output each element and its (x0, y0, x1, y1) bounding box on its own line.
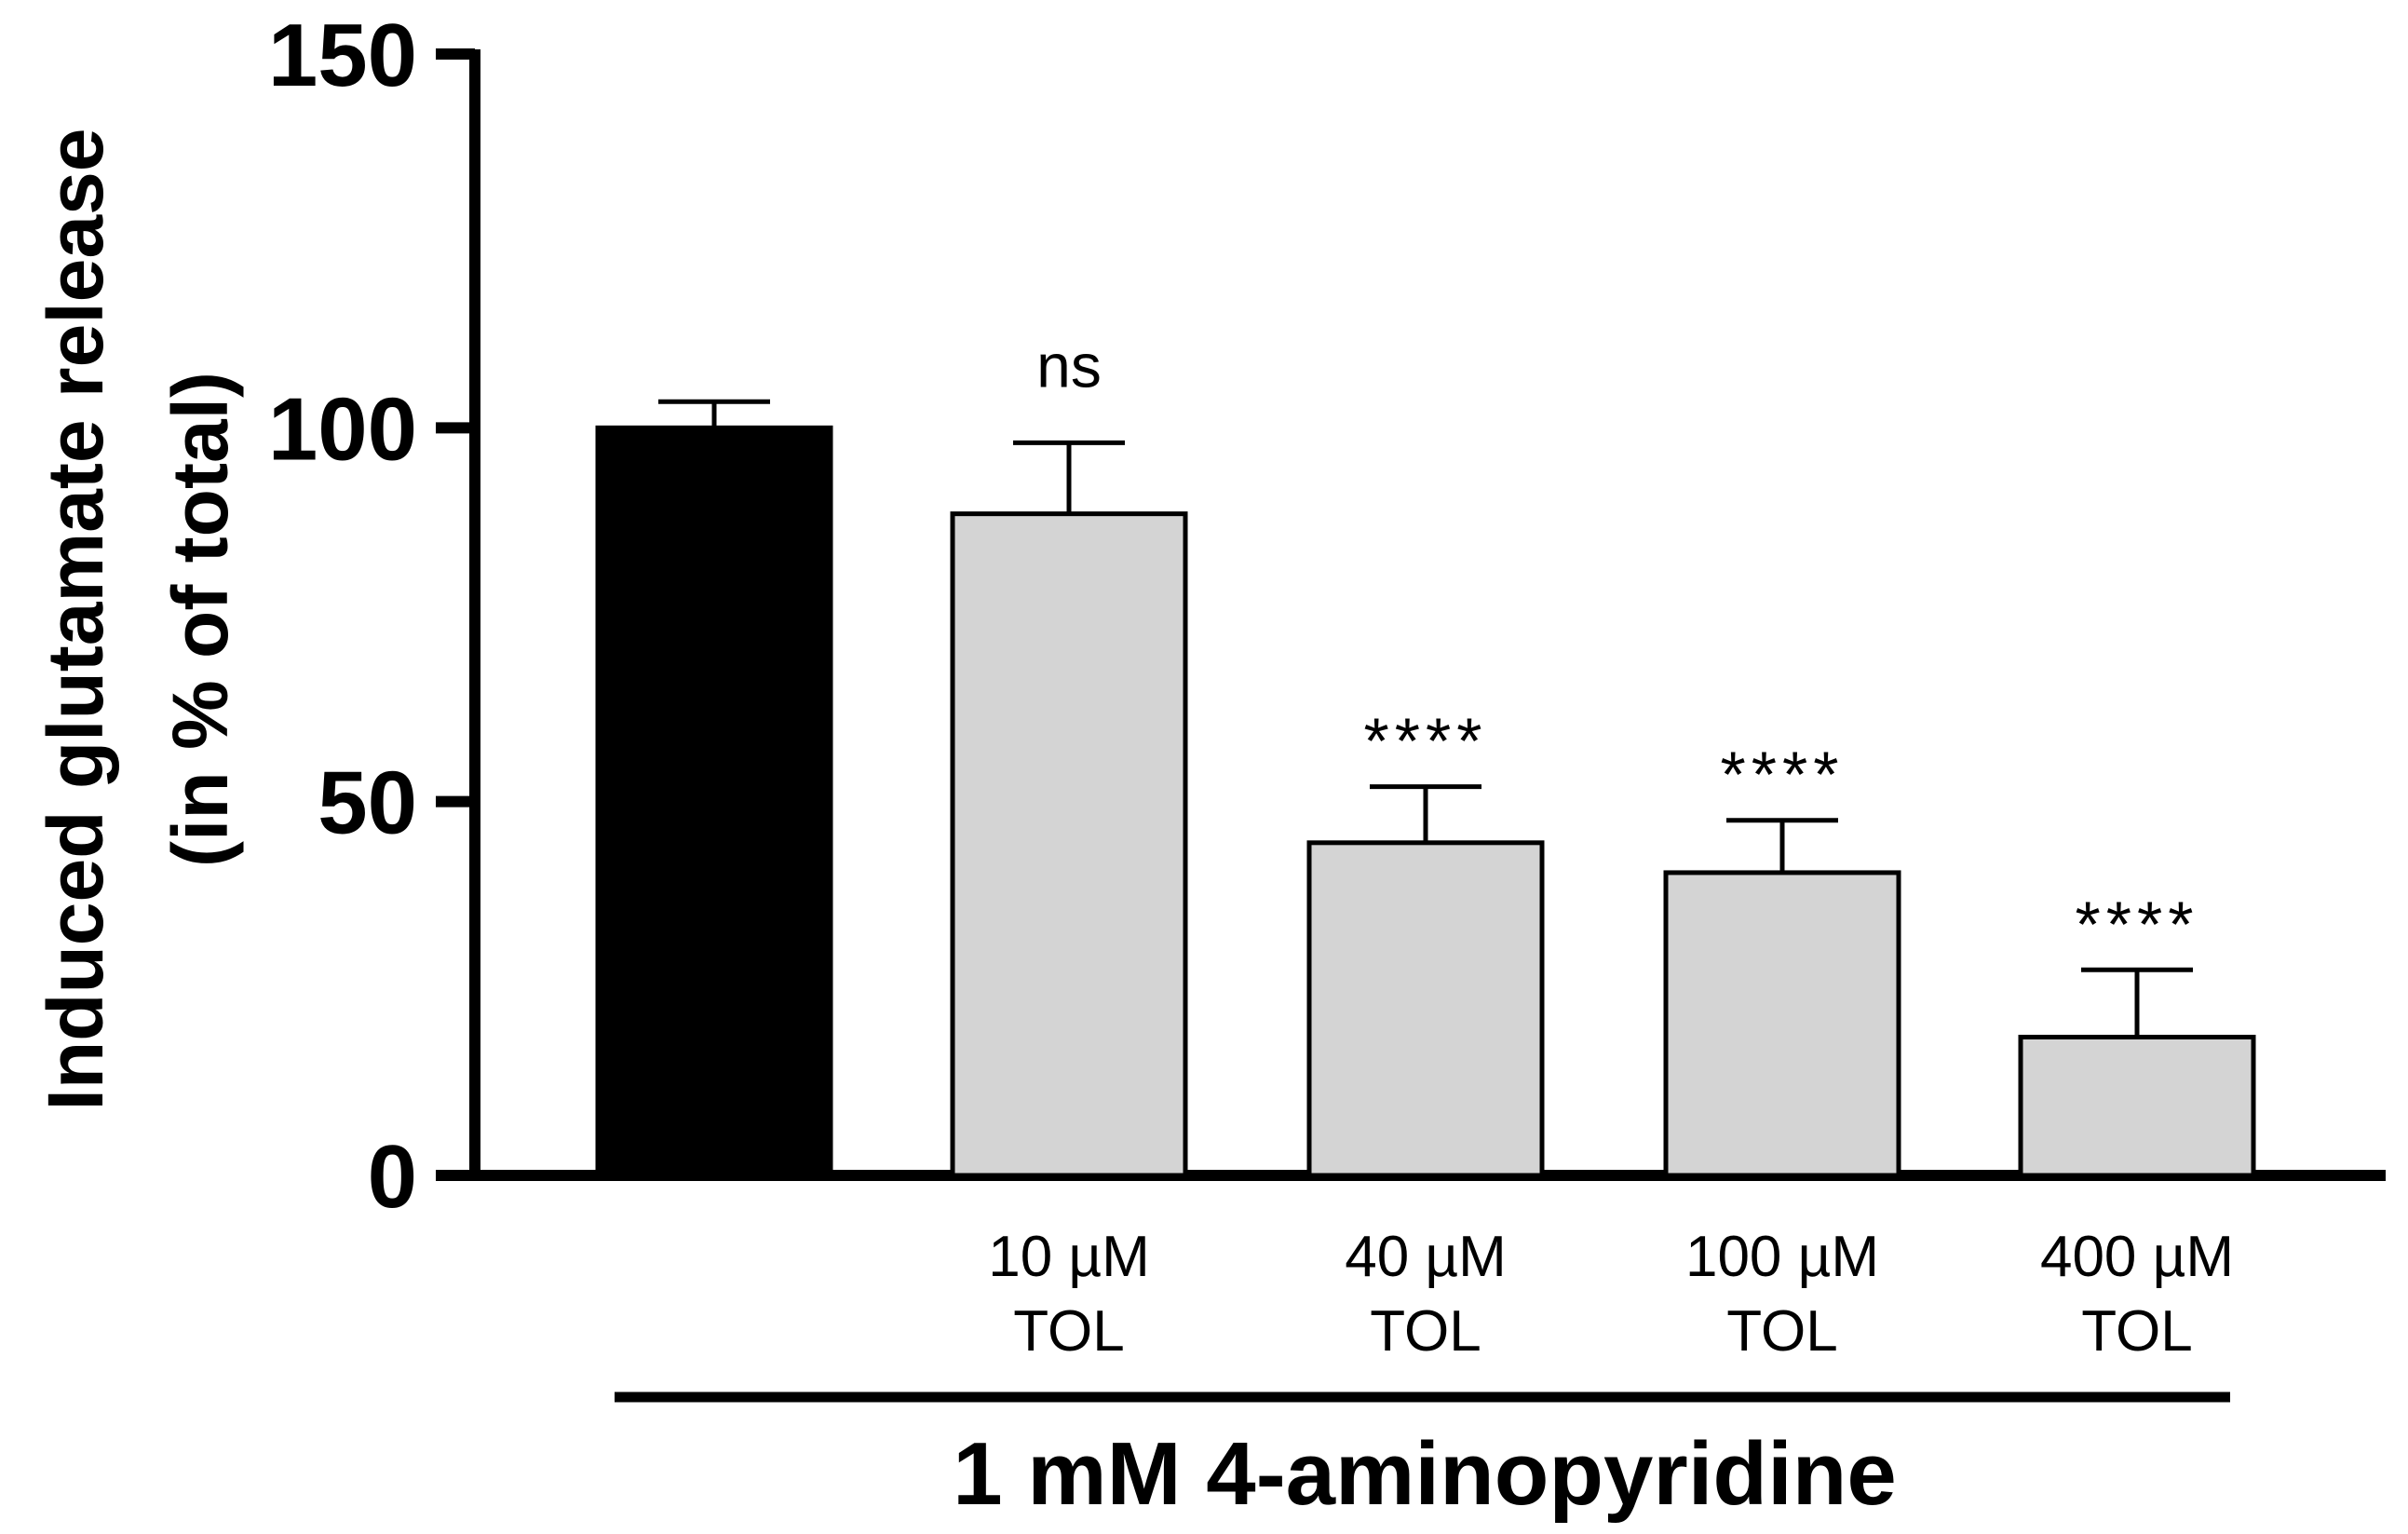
significance-annotation: **** (1364, 705, 1488, 778)
x-category-label-line1: 400 µM (2040, 1225, 2234, 1289)
bar (1663, 870, 1901, 1178)
bar (2018, 1035, 2256, 1178)
significance-annotations: ns **** **** **** (1036, 331, 2199, 960)
x-category-label-line1: 10 µM (988, 1225, 1150, 1289)
x-category-label-line2: TOL (1370, 1299, 1481, 1364)
x-category-label-line2: TOL (1013, 1299, 1124, 1364)
x-category-label-line1: 100 µM (1685, 1225, 1879, 1289)
x-category-label-line2: TOL (1726, 1299, 1837, 1364)
y-axis-title: Induced glutamate release (in % of total… (32, 128, 244, 1110)
y-axis-title-line1: Induced glutamate release (32, 128, 119, 1110)
error-bars (658, 399, 2193, 1038)
y-ticks: 0 50 100 150 (268, 6, 475, 1227)
bar (595, 425, 833, 1178)
significance-annotation: **** (2076, 888, 2199, 960)
x-category-label-line2: TOL (2081, 1299, 2192, 1364)
x-category-labels: 10 µM TOL 40 µM TOL 100 µM TOL 400 µM TOL (988, 1225, 2234, 1364)
bar (950, 511, 1188, 1178)
significance-annotation: ns (1036, 331, 1102, 400)
significance-annotation: **** (1721, 739, 1845, 811)
y-tick-label: 0 (368, 1127, 417, 1227)
bar (1306, 840, 1545, 1178)
y-tick-label: 50 (318, 753, 417, 853)
x-category-label-line1: 40 µM (1345, 1225, 1507, 1289)
y-axis-title-line2: (in % of total) (156, 372, 244, 867)
y-tick-label: 150 (268, 6, 417, 105)
group-label: 1 mM 4-aminopyridine (953, 1424, 1897, 1524)
y-tick-label: 100 (268, 379, 417, 479)
